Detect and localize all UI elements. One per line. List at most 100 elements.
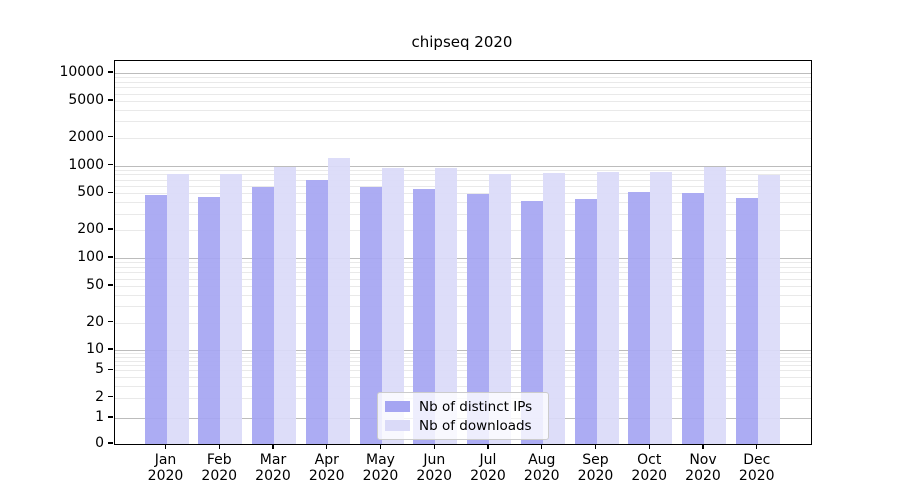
legend-label: Nb of downloads <box>419 417 532 434</box>
y-tick-label: 2 <box>95 388 104 405</box>
bar-distinct-ips <box>144 194 167 444</box>
gridline-minor <box>115 322 811 324</box>
x-tick-label: Oct 2020 <box>619 452 679 484</box>
bar-downloads <box>596 172 619 444</box>
bar-downloads <box>381 168 404 444</box>
gridline-minor <box>115 272 811 274</box>
x-tick-month: Sep <box>582 452 609 468</box>
x-tick-year: 2020 <box>523 468 560 484</box>
bar-distinct-ips <box>520 200 543 444</box>
x-tick-year: 2020 <box>631 468 668 484</box>
x-tick-mark <box>433 444 435 450</box>
x-tick-month: Apr <box>314 452 339 468</box>
gridline-minor <box>115 285 811 287</box>
x-tick-mark <box>594 444 597 450</box>
x-tick-year: 2020 <box>470 468 506 484</box>
gridline-minor <box>115 365 811 367</box>
x-tick-mark <box>487 444 489 450</box>
gridline-minor <box>115 77 811 79</box>
gridline-minor <box>115 202 811 204</box>
gridline-minor <box>115 174 811 176</box>
x-tick-year: 2020 <box>362 468 399 484</box>
y-tick-label: 200 <box>77 221 104 238</box>
x-tick-month: Jul <box>479 452 497 468</box>
y-tick-mark <box>108 228 113 230</box>
x-tick-mark <box>702 444 704 450</box>
gridline-minor <box>115 306 811 308</box>
gridline-minor <box>115 230 811 232</box>
bar-distinct-ips <box>305 180 328 444</box>
gridline-minor <box>115 169 811 171</box>
x-tick-mark <box>218 444 220 450</box>
gridline-minor <box>115 121 811 123</box>
gridline-minor <box>115 377 811 379</box>
gridline-minor <box>115 262 811 264</box>
gridline-minor <box>115 353 811 355</box>
x-tick-month: May <box>366 452 395 468</box>
bar-distinct-ips <box>252 186 274 444</box>
x-tick-month: Dec <box>743 452 771 468</box>
legend: Nb of distinct IPs Nb of downloads <box>377 392 549 440</box>
gridline-minor <box>115 186 811 188</box>
x-tick-month: Jun <box>423 452 446 468</box>
x-tick-year: 2020 <box>308 468 345 484</box>
y-tick-label: 10 <box>86 341 104 357</box>
y-tick-mark <box>108 395 113 398</box>
x-tick-year: 2020 <box>738 468 775 484</box>
x-tick-year: 2020 <box>255 468 291 484</box>
legend-swatch <box>385 420 410 431</box>
x-tick-year: 2020 <box>201 468 238 484</box>
bar-downloads <box>650 172 673 444</box>
gridline-minor <box>115 137 811 139</box>
gridline-minor <box>115 360 811 362</box>
bar-distinct-ips <box>413 189 436 444</box>
y-tick-mark <box>108 135 113 138</box>
gridline-minor <box>115 294 811 296</box>
y-tick-mark <box>108 256 113 258</box>
x-tick-label: Nov 2020 <box>673 452 733 484</box>
y-tick-label: 50 <box>86 276 104 293</box>
gridline-minor <box>115 193 811 195</box>
x-tick-month: Mar <box>259 452 287 468</box>
x-tick-label: Jun 2020 <box>404 452 464 484</box>
x-tick-label: Feb 2020 <box>189 452 249 484</box>
x-tick-year: 2020 <box>147 468 184 484</box>
y-tick-label: 100 <box>77 249 104 265</box>
y-tick-label: 20 <box>86 313 104 330</box>
x-tick-label: Jul 2020 <box>458 452 518 484</box>
x-tick-mark <box>272 444 274 450</box>
y-tick-label: 1000 <box>68 156 104 173</box>
x-tick-label: Aug 2020 <box>512 452 572 484</box>
x-tick-year: 2020 <box>416 468 453 484</box>
bar-downloads <box>542 173 565 444</box>
bar-distinct-ips <box>682 192 704 444</box>
bar-distinct-ips <box>198 196 221 444</box>
chart-title: chipseq 2020 <box>411 33 513 51</box>
bar-distinct-ips <box>735 197 758 444</box>
y-tick-mark <box>108 99 113 101</box>
bar-downloads <box>435 167 458 444</box>
y-tick-mark <box>108 284 113 286</box>
legend-item: Nb of downloads <box>385 416 540 435</box>
gridline-minor <box>115 266 811 268</box>
y-tick-label: 500 <box>77 184 104 201</box>
x-tick-month: Nov <box>689 452 717 468</box>
gridline-minor <box>115 179 811 181</box>
gridline-minor <box>115 93 811 95</box>
x-tick-label: Dec 2020 <box>727 452 787 484</box>
gridline-minor <box>115 87 811 89</box>
gridline-minor <box>115 100 811 102</box>
y-tick-mark <box>108 368 113 371</box>
y-tick-label: 5 <box>95 361 104 378</box>
x-tick-month: Aug <box>528 452 556 468</box>
bar-downloads <box>220 173 243 444</box>
bar-downloads <box>704 166 726 444</box>
bar-distinct-ips <box>467 194 489 444</box>
x-tick-mark <box>164 444 167 450</box>
bar-downloads <box>489 173 511 444</box>
gridline-major <box>115 258 811 259</box>
x-tick-year: 2020 <box>685 468 721 484</box>
legend-item: Nb of distinct IPs <box>385 397 540 416</box>
bar-downloads <box>327 157 350 444</box>
y-tick-label: 10000 <box>59 64 104 80</box>
